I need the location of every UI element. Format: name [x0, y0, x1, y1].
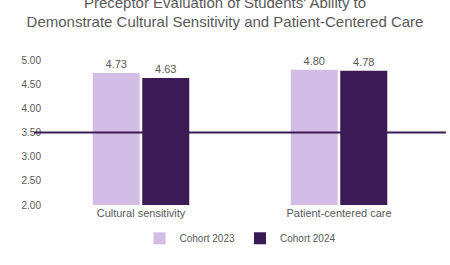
svg-text:Cohort 2023: Cohort 2023 [180, 233, 235, 244]
svg-text:4.63: 4.63 [155, 63, 176, 75]
svg-text:4.78: 4.78 [353, 56, 374, 68]
svg-text:2.00: 2.00 [22, 200, 42, 211]
svg-text:4.00: 4.00 [22, 103, 42, 114]
svg-text:5.00: 5.00 [22, 55, 42, 66]
svg-text:2.50: 2.50 [22, 175, 42, 186]
svg-text:Patient-centered care: Patient-centered care [286, 207, 391, 219]
svg-text:Cultural sensitivity: Cultural sensitivity [97, 207, 186, 219]
svg-text:4.80: 4.80 [304, 55, 325, 67]
svg-text:Preceptor Evaluation of Studen: Preceptor Evaluation of Students' Abilit… [27, 0, 424, 30]
svg-text:4.50: 4.50 [22, 79, 42, 90]
svg-text:3.00: 3.00 [22, 151, 42, 162]
svg-text:4.73: 4.73 [106, 58, 127, 70]
svg-text:Cohort 2024: Cohort 2024 [280, 233, 335, 244]
svg-text:3.50: 3.50 [22, 127, 42, 138]
